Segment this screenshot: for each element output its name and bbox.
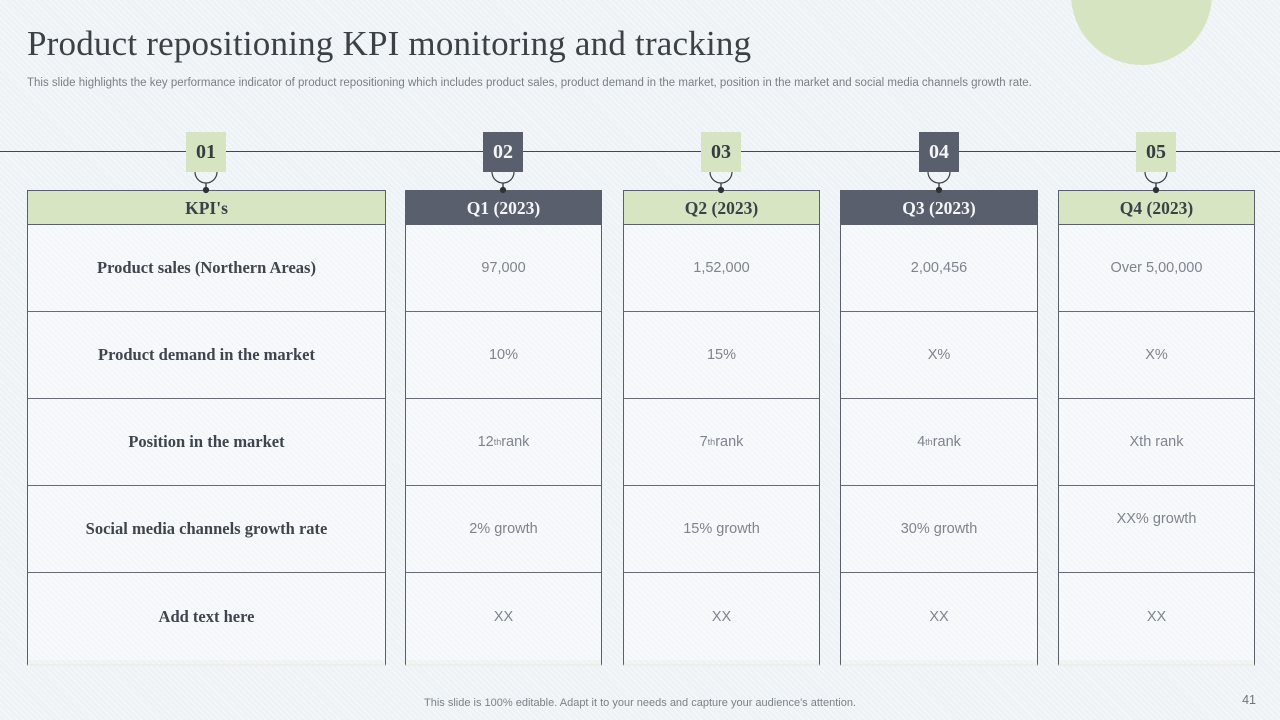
timeline-badge-04: 04: [919, 132, 959, 172]
table-cell-q1-product-demand: 10%: [406, 312, 601, 399]
timeline-badge-01: 01: [186, 132, 226, 172]
kpi-label-product-demand: Product demand in the market: [28, 312, 385, 399]
timeline-badge-05: 05: [1136, 132, 1176, 172]
table-cell-q3-product-demand: X%: [841, 312, 1037, 399]
badge-connector-icon: [1144, 172, 1168, 194]
table-cell-q1-add-text: XX: [406, 573, 601, 660]
slide-subtitle: This slide highlights the key performanc…: [27, 77, 1032, 89]
column-header-kpi: KPI's: [28, 191, 385, 225]
table-cell-q4-market-position: Xth rank: [1059, 399, 1254, 486]
kpi-label-market-position: Position in the market: [28, 399, 385, 486]
column-header-q4: Q4 (2023): [1059, 191, 1254, 225]
timeline-badge-03: 03: [701, 132, 741, 172]
table-cell-q1-social-media: 2% growth: [406, 486, 601, 573]
slide-title: Product repositioning KPI monitoring and…: [27, 24, 752, 63]
kpi-label-add-text: Add text here: [28, 573, 385, 660]
badge-connector-icon: [491, 172, 515, 194]
timeline-badge-02: 02: [483, 132, 523, 172]
table-cell-q4-add-text: XX: [1059, 573, 1254, 660]
timeline-line: [0, 151, 1280, 152]
badge-connector-icon: [709, 172, 733, 194]
kpi-label-social-media: Social media channels growth rate: [28, 486, 385, 573]
table-cell-q2-add-text: XX: [624, 573, 819, 660]
table-cell-q4-social-media: XX% growth: [1059, 486, 1254, 573]
column-header-q2: Q2 (2023): [624, 191, 819, 225]
table-cell-q4-product-demand: X%: [1059, 312, 1254, 399]
table-column-kpi: KPI's Product sales (Northern Areas) Pro…: [27, 190, 386, 666]
badge-connector-icon: [927, 172, 951, 194]
table-cell-q2-product-sales: 1,52,000: [624, 225, 819, 312]
column-header-q3: Q3 (2023): [841, 191, 1037, 225]
page-number: 41: [1242, 693, 1256, 707]
table-cell-q2-social-media: 15% growth: [624, 486, 819, 573]
table-column-q4: Q4 (2023) Over 5,00,000 X% Xth rank XX% …: [1058, 190, 1255, 666]
table-cell-q3-product-sales: 2,00,456: [841, 225, 1037, 312]
table-cell-q1-product-sales: 97,000: [406, 225, 601, 312]
slide-footer: This slide is 100% editable. Adapt it to…: [424, 697, 856, 709]
table-cell-q3-add-text: XX: [841, 573, 1037, 660]
table-cell-q4-product-sales: Over 5,00,000: [1059, 225, 1254, 312]
table-cell-q3-social-media: 30% growth: [841, 486, 1037, 573]
badge-connector-icon: [194, 172, 218, 194]
column-header-q1: Q1 (2023): [406, 191, 601, 225]
table-cell-q2-product-demand: 15%: [624, 312, 819, 399]
kpi-label-product-sales: Product sales (Northern Areas): [28, 225, 385, 312]
circle-decoration: [1071, 0, 1212, 65]
